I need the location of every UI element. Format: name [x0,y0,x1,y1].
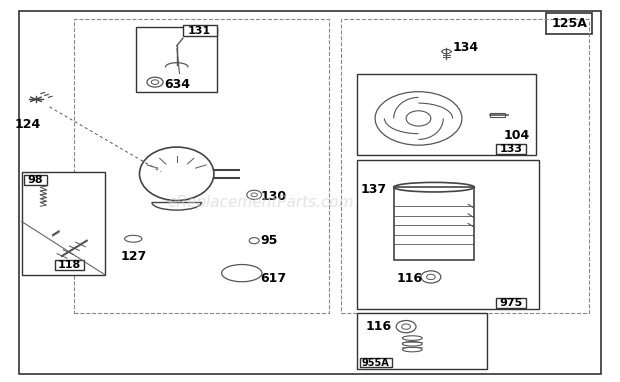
Text: 634: 634 [164,78,190,91]
Bar [496,298,526,308]
Text: 955A: 955A [362,358,389,367]
Text: 118: 118 [58,260,81,270]
Text: 130: 130 [260,190,286,203]
Bar [496,144,526,154]
Text: 975: 975 [499,298,523,308]
Text: 131: 131 [188,26,211,36]
Bar [356,160,539,309]
FancyBboxPatch shape [546,13,592,34]
Text: eReplacementParts.com: eReplacementParts.com [167,195,354,210]
Text: 125A: 125A [551,17,587,30]
Text: 104: 104 [503,129,529,142]
Text: 98: 98 [27,175,43,185]
Bar [24,175,47,185]
Bar [22,172,105,275]
Text: 124: 124 [15,118,41,131]
Bar [74,19,329,313]
Text: 116: 116 [397,272,423,285]
Bar [136,27,217,92]
Bar [394,187,474,260]
Text: 127: 127 [120,250,146,263]
Text: 95: 95 [260,234,278,247]
Text: 137: 137 [361,183,387,196]
Bar [55,260,84,270]
Bar [183,25,217,36]
Text: 116: 116 [366,320,392,333]
Bar [356,313,487,369]
Bar [360,358,392,367]
Text: 134: 134 [453,41,479,54]
Text: 617: 617 [260,272,286,285]
Text: 133: 133 [499,144,523,154]
Bar [341,19,589,313]
Bar [356,74,536,155]
Bar [490,113,505,117]
